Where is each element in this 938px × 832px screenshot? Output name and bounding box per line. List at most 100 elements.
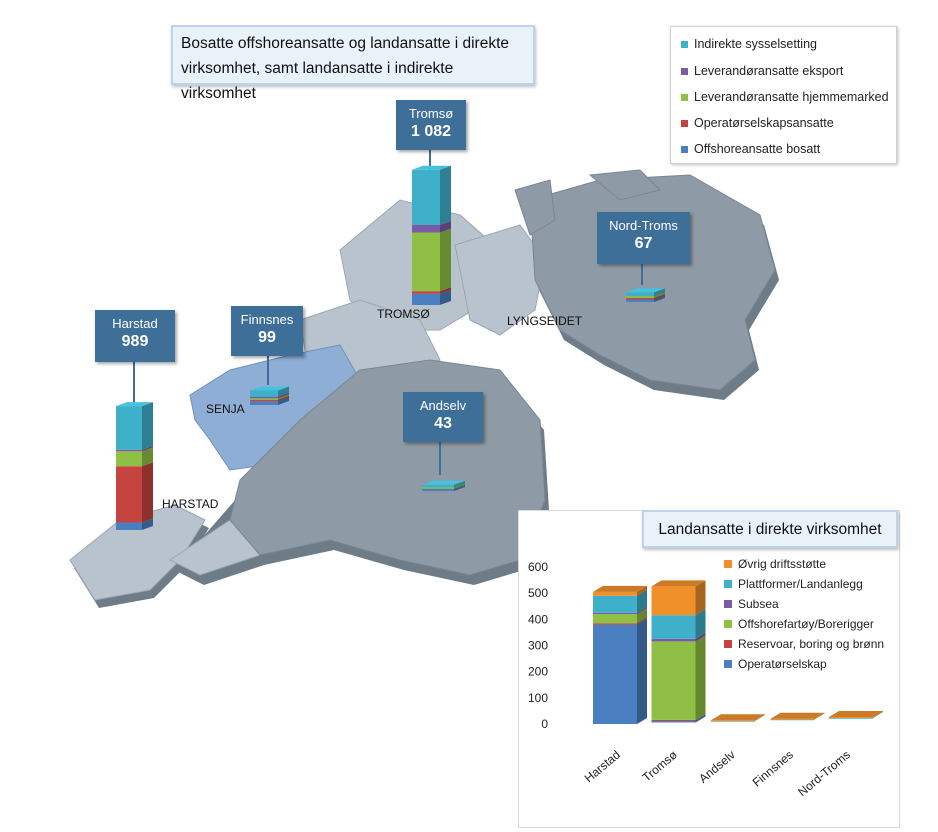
map-stack-segment-side xyxy=(142,518,153,530)
legend-label: Leverandøransatte hjemmemarked xyxy=(694,90,889,104)
bar-chart: 0 100 200 300 400 500 600 Harstad Tromsø Andselv F… xyxy=(528,557,884,799)
map-stack-segment xyxy=(250,399,278,402)
chart-legend-label: Subsea xyxy=(738,597,779,611)
map-stack-top xyxy=(412,165,451,170)
callout-nord-troms: Nord-Troms 67 xyxy=(597,212,690,264)
x-tick-label: Andselv xyxy=(696,748,738,786)
bar-segment-side xyxy=(695,609,706,639)
chart-legend-swatch xyxy=(724,580,732,588)
map-stack-segment-side xyxy=(440,289,451,305)
legend-swatch xyxy=(681,94,688,102)
chart-title: Landansatte i direkte virksomhet xyxy=(642,510,898,548)
map-stack-segment xyxy=(626,299,654,302)
map-stack-segment xyxy=(412,293,440,305)
map-stack-segment xyxy=(412,232,440,292)
bar-top xyxy=(829,710,883,717)
map-stack-segment-side xyxy=(654,292,665,298)
bar-segment xyxy=(593,624,637,724)
map-stack-segment-side xyxy=(142,447,153,467)
y-tick-label: 0 xyxy=(541,717,548,731)
legend-item: Leverandøransatte hjemmemarked xyxy=(681,90,889,104)
map-stack-segment-side xyxy=(440,287,451,294)
callout-finnsnes: Finnsnes 99 xyxy=(231,306,303,356)
bar-segment-side xyxy=(637,618,647,724)
legend-label: Operatørselskapsansatte xyxy=(694,116,834,130)
map-stack-segment-side xyxy=(454,480,465,488)
chart-legend-swatch xyxy=(724,660,732,668)
legend-swatch xyxy=(681,146,688,154)
map-stack-segment xyxy=(412,225,440,233)
map-stack-segment xyxy=(116,449,142,452)
map-stack-segment-side xyxy=(654,294,665,300)
callout-name: Andselv xyxy=(419,398,467,413)
map-stack-segment xyxy=(116,451,142,467)
callout-value: 99 xyxy=(258,329,276,346)
bar-segment xyxy=(593,614,637,624)
bar-segment xyxy=(829,716,873,718)
map-stack-segment-side xyxy=(278,397,289,405)
place-label-lyngseidet: LYNGSEIDET xyxy=(507,314,583,328)
map-stack-segment-side xyxy=(454,484,465,491)
map-title: Bosatte offshoreansatte og landansatte i… xyxy=(171,25,535,102)
map-stack-top xyxy=(422,480,465,485)
bar-segment-side xyxy=(637,608,647,624)
chart-legend-label: Offshorefartøy/Borerigger xyxy=(738,617,874,631)
bar-segment-side xyxy=(637,606,647,615)
bar-segment-side xyxy=(873,710,883,718)
legend-label: Offshoreansatte bosatt xyxy=(694,142,821,156)
chart-legend-label: Operatørselskap xyxy=(738,657,827,671)
callout-name: Tromsø xyxy=(408,106,454,121)
map-stack-segment-side xyxy=(440,165,451,225)
y-tick-label: 300 xyxy=(528,639,548,653)
bar-segment xyxy=(829,717,873,719)
callout-name: Nord-Troms xyxy=(609,218,678,233)
map-stack-segment-side xyxy=(278,395,289,402)
place-label-harstad: HARSTAD xyxy=(162,497,219,511)
chart-legend-swatch xyxy=(724,600,732,608)
map-stack-segment xyxy=(412,291,440,294)
map-stack-segment-side xyxy=(654,288,665,297)
map-stack-segment-side xyxy=(440,221,451,233)
bar-top xyxy=(593,585,647,592)
bar-top xyxy=(651,580,706,587)
callout-name: Finnsnes xyxy=(240,312,294,327)
bar-segment xyxy=(651,615,696,639)
map-stack-top xyxy=(116,402,153,407)
place-label-senja: SENJA xyxy=(206,402,245,416)
y-tick-label: 400 xyxy=(528,612,548,626)
map-stack-segment-side xyxy=(440,228,451,292)
map-stack-segment xyxy=(626,292,654,297)
bar-segment-side xyxy=(637,617,647,625)
bar-segment xyxy=(711,720,755,722)
map-stacks xyxy=(116,165,665,530)
bar-segment-side xyxy=(695,580,706,616)
bar-segment-side xyxy=(814,713,825,720)
callout-value: 43 xyxy=(434,415,452,432)
map-stack-segment-side xyxy=(278,392,289,399)
map-legend: Indirekte sysselsetting Leverandøransatt… xyxy=(670,26,897,164)
bar-segment-side xyxy=(637,589,647,613)
y-tick-label: 100 xyxy=(528,691,548,705)
x-tick-label: Finnsnes xyxy=(750,748,796,790)
callout-value: 1 082 xyxy=(410,123,452,140)
map-stack-segment-side xyxy=(278,394,289,400)
bar-segment xyxy=(651,720,696,723)
bar-segment xyxy=(651,586,696,616)
legend-label: Leverandøransatte eksport xyxy=(694,64,844,78)
chart-legend-label: Reservoar, boring og brønn xyxy=(738,637,884,651)
map-stack-segment-side xyxy=(142,402,153,450)
callout-value: 67 xyxy=(634,235,653,252)
chart-legend-swatch xyxy=(724,560,732,568)
x-tick-label: Harstad xyxy=(582,748,623,786)
map-stack-segment-side xyxy=(142,445,153,452)
bar-segment xyxy=(593,591,637,596)
bar-segment xyxy=(593,612,637,615)
callout-name: Harstad xyxy=(112,316,158,331)
bar-segment-side xyxy=(755,714,765,721)
chart-legend-label: Plattformer/Landanlegg xyxy=(738,577,863,591)
bar-segment xyxy=(593,623,637,625)
map-stack-segment-side xyxy=(142,462,153,523)
callout-leaders xyxy=(133,150,643,475)
bar-segment-side xyxy=(695,632,706,642)
map-stack-segment xyxy=(422,484,454,488)
